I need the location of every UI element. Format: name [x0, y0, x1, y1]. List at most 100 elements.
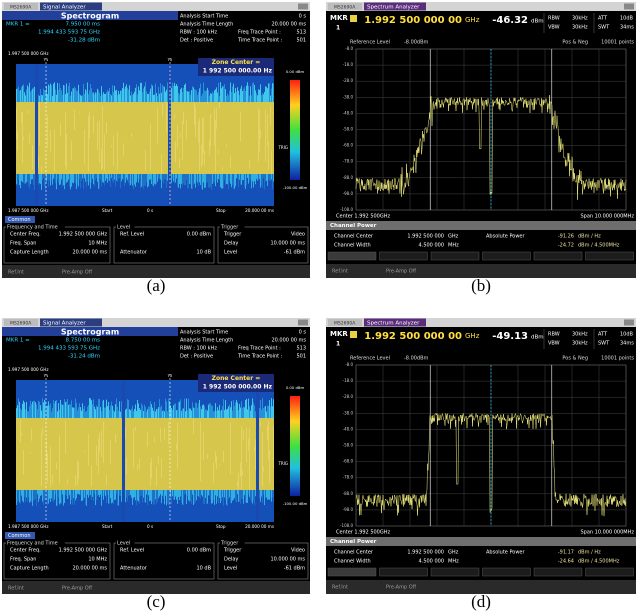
info-text: 0 s — [299, 14, 307, 20]
detector: Pos & Neg — [562, 356, 588, 362]
softkey — [534, 568, 582, 576]
status-text: Pre-Amp Off — [62, 586, 93, 592]
scale-top: 0.00 dBm — [286, 69, 305, 74]
freq-top: 1.997 500 000 GHz — [8, 367, 49, 372]
y-tick-label: -78.0 — [343, 159, 354, 164]
window-buttons — [624, 320, 634, 326]
marker-label: MKR — [330, 14, 348, 22]
y-tick-label: -88.0 — [343, 175, 354, 180]
y-tick-label: -38.0 — [343, 410, 354, 415]
span: Span 10.000 000MHz — [581, 530, 635, 536]
setting-value: 10 MHz — [88, 557, 107, 563]
setting-value: 0.00 dBm — [187, 232, 211, 238]
app-name: Signal Analyzer — [43, 5, 86, 11]
status-text: Ref.Int — [8, 270, 24, 276]
tab-label: Common — [8, 217, 31, 223]
marker-level: -31.28 dBm — [68, 38, 100, 44]
marker-time: 8.750 00 ms — [66, 338, 101, 344]
scale-top: 0.00 dBm — [286, 385, 305, 390]
app-name: Signal Analyzer — [43, 321, 86, 327]
marker-label: MKR 1 = — [6, 338, 30, 344]
param-text: RBW — [548, 332, 560, 338]
setting-value: 20.000 00 ms — [72, 566, 107, 572]
setting-label: Delay — [224, 241, 238, 247]
setting-value: 10.000 00 ms — [270, 557, 305, 563]
param-text: SWT — [598, 341, 610, 347]
result-label: Channel Center — [334, 550, 374, 556]
softkey — [380, 252, 428, 260]
result-value: 4.500 000 — [419, 559, 444, 565]
axis-label: 20.000 00 ms — [245, 524, 274, 529]
result-label: Channel Center — [334, 234, 374, 240]
info-text: Freq Trace Point : — [238, 30, 281, 36]
y-tick-label: -28.0 — [343, 394, 354, 399]
app-name: Spectrum Analyzer — [367, 321, 420, 327]
axis-label: Stop — [216, 524, 226, 529]
info-text: Det : Positive — [180, 354, 213, 360]
tab-label: Common — [8, 533, 31, 539]
time-gap — [168, 64, 171, 206]
marker-freq: 1.992 500 000 00 — [364, 331, 462, 342]
marker-level-unit: dBm — [531, 335, 544, 341]
axis-label: 0 s — [147, 208, 153, 213]
model-name: MS2690A — [10, 5, 32, 11]
caption: (d) — [471, 592, 491, 611]
softkey — [586, 252, 634, 260]
window-buttons — [298, 320, 308, 326]
reference-value: -8.00dBm — [404, 40, 429, 46]
zone-value: 1 992 500 000.00 Hz — [203, 68, 273, 75]
points: 10001 points — [601, 40, 634, 46]
freq-bottom: 1.987 500 000 GHz — [8, 208, 49, 213]
points: 10001 points — [601, 356, 634, 362]
marker-number: 1 — [336, 25, 340, 32]
setting-label: Freq. Span — [10, 241, 36, 247]
softkey — [431, 252, 479, 260]
section-title: Frequency and Time — [7, 541, 58, 547]
param-text: 30kHz — [572, 332, 588, 338]
model-name: MS2690A — [334, 5, 356, 11]
y-tick-label: -48.0 — [343, 426, 354, 431]
setting-label: Level — [224, 566, 237, 572]
param-text: 30kHz — [572, 341, 588, 347]
marker-freq: 1.992 500 000 00 — [364, 15, 462, 26]
detector: Pos & Neg — [562, 40, 588, 46]
marker-level: -31.24 dBm — [68, 354, 100, 360]
marker-number: 1 — [336, 341, 340, 348]
reference-value: -8.00dBm — [404, 356, 429, 362]
y-tick-label: -58.0 — [343, 443, 354, 448]
setting-value: 1.992 500 000 GHz — [59, 548, 108, 554]
color-scale — [290, 80, 300, 180]
info-text: 513 — [296, 30, 306, 36]
power-value: -91.17 — [558, 550, 574, 556]
mode-title: Spectrogram — [61, 12, 119, 21]
caption: (b) — [471, 276, 491, 295]
trace-badge — [350, 331, 357, 338]
param-text: VBW — [548, 25, 560, 31]
result-label: Absolute Power — [486, 234, 526, 240]
zone-label: Zone Center = — [212, 375, 261, 382]
info-text: 20.000 00 ms — [271, 22, 306, 28]
info-text: Analysis Time Length — [180, 338, 233, 344]
power-value: -24.72 — [558, 243, 574, 249]
info-text: Freq Trace Point : — [238, 346, 281, 352]
setting-value: 10 dB — [196, 250, 211, 256]
axis-label: 0 s — [147, 524, 153, 529]
app-name: Spectrum Analyzer — [367, 5, 420, 11]
result-unit: MHz — [448, 559, 459, 565]
power-unit: dBm / 4.500MHz — [578, 559, 620, 565]
setting-value: 10 MHz — [88, 241, 107, 247]
softkey — [483, 252, 531, 260]
time-gap — [35, 64, 38, 206]
y-tick-label: -58.0 — [343, 127, 354, 132]
info-text: Analysis Start Time — [180, 14, 228, 20]
marker-freq: 1.994 433 593 75 GHz — [38, 346, 100, 352]
info-text: Time Trace Point : — [237, 354, 283, 360]
param-text: ATT — [598, 16, 608, 22]
measure-title: Channel Power — [330, 539, 377, 545]
setting-value: Video — [291, 232, 305, 238]
result-value: 1.992 500 000 — [407, 234, 444, 240]
result-label: Absolute Power — [486, 550, 526, 556]
param-text: SWT — [598, 25, 610, 31]
reference-label: Reference Level — [350, 40, 390, 46]
